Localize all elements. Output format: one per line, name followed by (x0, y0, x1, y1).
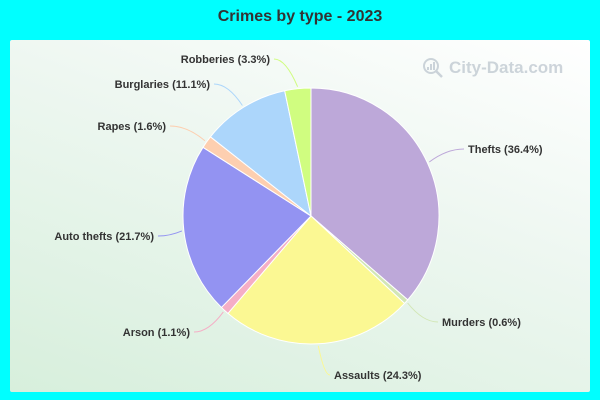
slice-label: Arson (1.1%) (123, 327, 191, 339)
leader-line (157, 230, 183, 237)
slice-label: Robberies (3.3%) (181, 54, 271, 66)
leader-line (407, 302, 439, 323)
watermark: City-Data.com (422, 57, 563, 79)
pie-slice-auto-thefts (182, 146, 312, 309)
slice-label: Rapes (1.6%) (98, 121, 167, 133)
watermark-text: City-Data.com (449, 58, 564, 77)
slice-label: Burglaries (11.1%) (115, 79, 211, 91)
leader-line (273, 58, 299, 87)
leader-line (428, 148, 465, 163)
leader-line (193, 311, 224, 333)
slice-label: Thefts (36.4%) (468, 144, 543, 156)
pie-slice-thefts (310, 87, 440, 301)
pie-slice-assaults (227, 215, 406, 345)
slice-label: Auto thefts (21.7%) (54, 231, 154, 243)
leader-line (169, 125, 206, 142)
leader-line (213, 83, 243, 106)
leader-line (317, 345, 331, 376)
pie-slice-robberies (284, 87, 312, 217)
chart-title: Crimes by type - 2023 (217, 8, 383, 25)
slice-label: Assaults (24.3%) (334, 370, 422, 382)
pie-slice-burglaries (209, 90, 312, 218)
magnifier-chart-icon (423, 58, 443, 78)
slice-label: Murders (0.6%) (442, 317, 521, 329)
